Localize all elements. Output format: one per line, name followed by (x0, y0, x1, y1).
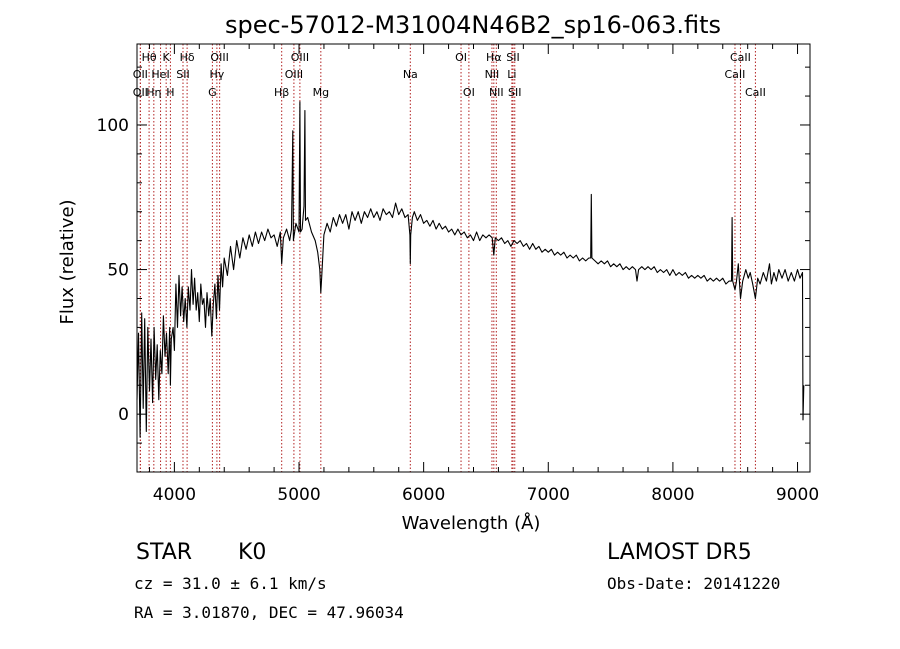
spectral-line-markers (139, 44, 756, 472)
object-class: STAR (136, 540, 193, 565)
line-label: OIII (291, 51, 309, 64)
y-tick-label: 100 (97, 116, 129, 136)
survey-name: LAMOST DR5 (607, 540, 752, 565)
sky-coordinates: RA = 3.01870, DEC = 47.96034 (134, 603, 404, 622)
chart-title: spec-57012-M31004N46B2_sp16-063.fits (225, 11, 721, 39)
line-label: K (163, 51, 171, 64)
line-label: OI (463, 86, 475, 99)
x-tick-label: 6000 (402, 485, 445, 505)
spectrum-line (136, 101, 805, 438)
y-tick-label: 0 (118, 405, 129, 425)
line-label: G (208, 86, 217, 99)
line-label: CaII (730, 51, 751, 64)
line-label: HeI (151, 68, 169, 81)
observation-date: Obs-Date: 20141220 (607, 574, 781, 593)
line-label: Hδ (180, 51, 195, 64)
y-tick-label: 50 (107, 261, 129, 281)
line-label: NII (485, 68, 500, 81)
line-label: OII (133, 68, 148, 81)
line-label: SII (176, 68, 189, 81)
line-label: OIII (210, 51, 228, 64)
object-subclass: K0 (238, 540, 267, 565)
line-label: H (166, 86, 174, 99)
line-label: OIII (285, 68, 303, 81)
line-label: OI (455, 51, 467, 64)
line-label: Hθ (142, 51, 157, 64)
x-axis: 4000 5000 6000 7000 8000 9000 (148, 44, 819, 505)
x-tick-label: 4000 (153, 485, 196, 505)
line-label: Hα (486, 51, 502, 64)
line-label: SII (508, 86, 521, 99)
line-label: SII (506, 51, 519, 64)
line-label: Na (403, 68, 418, 81)
line-label: Hγ (209, 68, 224, 81)
line-label: CaII (725, 68, 746, 81)
x-tick-label: 7000 (527, 485, 570, 505)
line-label: Mg (313, 86, 329, 99)
plot-frame (136, 43, 811, 473)
line-label: Hη (146, 86, 161, 99)
y-axis: 0 50 100 (97, 66, 810, 444)
x-tick-label: 5000 (277, 485, 320, 505)
x-tick-label: 9000 (776, 485, 819, 505)
y-axis-label: Flux (relative) (57, 199, 78, 324)
line-label: CaII (745, 86, 766, 99)
x-tick-label: 8000 (651, 485, 694, 505)
line-label: Li (507, 68, 516, 81)
line-label: NII (489, 86, 504, 99)
radial-velocity: cz = 31.0 ± 6.1 km/s (134, 574, 327, 593)
x-axis-label: Wavelength (Å) (402, 512, 541, 534)
line-label: Hβ (274, 86, 289, 99)
